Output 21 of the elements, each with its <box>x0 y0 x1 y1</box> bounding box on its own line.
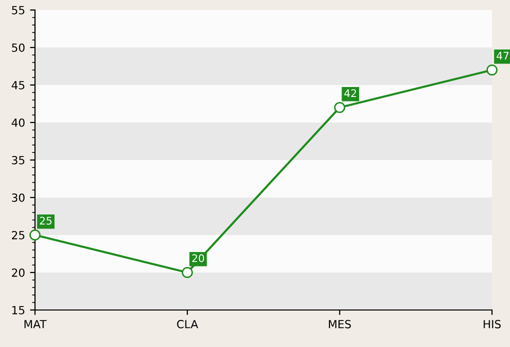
y-tick-label: 50 <box>12 43 25 52</box>
y-tick-label: 40 <box>12 118 25 127</box>
x-tick-label: HIS <box>484 320 501 328</box>
y-tick-label: 25 <box>12 230 24 240</box>
data-label: 20 <box>192 254 204 262</box>
data-label: 42 <box>344 89 356 97</box>
x-tick-label: CLA <box>177 320 198 328</box>
y-tick-label: 45 <box>12 81 24 90</box>
y-tick-label: 35 <box>12 156 24 164</box>
data-label: 25 <box>40 216 52 225</box>
x-tick-label: MES <box>328 320 351 328</box>
y-tick-label: 20 <box>12 268 25 277</box>
x-tick-label: MAT <box>24 320 47 328</box>
y-tick-label: 30 <box>12 193 25 202</box>
y-tick-label: 15 <box>12 306 24 314</box>
point <box>486 64 498 76</box>
data-label: 47 <box>496 52 509 60</box>
y-tick-label: 55 <box>12 6 24 14</box>
point <box>334 102 346 114</box>
point <box>182 266 193 278</box>
point <box>29 229 41 241</box>
